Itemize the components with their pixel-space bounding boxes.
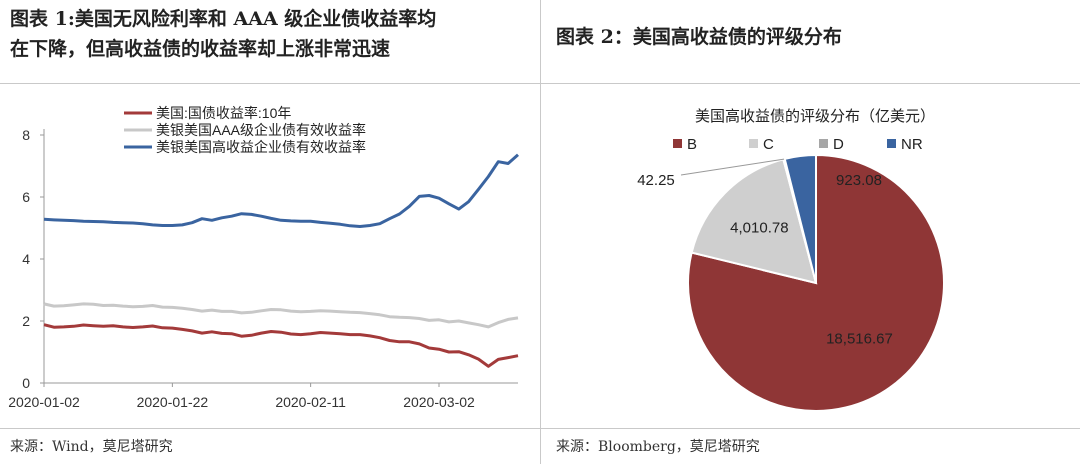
pie-chart-labels: 18,516.67 4,010.78 42.25 923.08: [637, 158, 893, 347]
x-tick-label: 2020-01-22: [137, 394, 209, 410]
chart1-title: 图表 1:美国无风险利率和 AAA 级企业债收益率均 在下降，但高收益债的收益率…: [10, 4, 535, 64]
panel-divider: [540, 0, 541, 464]
legend-swatch: [749, 139, 758, 148]
y-tick-label: 8: [22, 127, 30, 143]
header-rule: [0, 83, 1080, 84]
chart1-source: 来源：Wind，莫尼塔研究: [10, 439, 173, 455]
y-tick-label: 4: [22, 251, 30, 267]
x-tick-label: 2020-01-02: [8, 394, 80, 410]
pie-slice: [783, 153, 817, 284]
pie-chart-legend: B C D NR: [673, 136, 923, 153]
legend-swatch: [673, 139, 682, 148]
data-label: 18,516.67: [826, 330, 893, 347]
footer-rule: [0, 428, 1080, 429]
legend-label: B: [687, 136, 697, 153]
line-chart-series: [43, 153, 519, 368]
legend-label: 美银美国AAA级企业债有效收益率: [156, 122, 366, 138]
y-tick-label: 2: [22, 313, 30, 329]
pie-chart-title: 美国高收益债的评级分布（亿美元）: [695, 108, 935, 125]
legend-swatch: [887, 139, 896, 148]
data-label: 923.08: [836, 172, 882, 189]
y-tick-label: 0: [22, 375, 30, 391]
line-chart-axes: 0 2 4 6 8 2020-01-02 2020-01-22 2020-02-11 2020-…: [8, 127, 518, 410]
series-line: [43, 153, 519, 228]
chart1-title-line2: 在下降，但高收益债的收益率却上涨非常迅速: [10, 38, 391, 60]
line-chart-legend: 美国:国债收益率:10年美银美国AAA级企业债有效收益率美银美国高收益企业债有效…: [124, 105, 366, 155]
x-tick-label: 2020-02-11: [275, 394, 346, 410]
y-tick-label: 6: [22, 189, 30, 205]
legend-label: D: [833, 136, 844, 153]
data-label: 42.25: [637, 172, 675, 189]
line-chart: 0 2 4 6 8 2020-01-02 2020-01-22 2020-02-11 2020-…: [8, 105, 519, 410]
legend-label: C: [763, 136, 774, 153]
x-tick-label: 2020-03-02: [403, 394, 475, 410]
data-label: 4,010.78: [730, 219, 788, 236]
pie-chart-slices: [687, 153, 945, 412]
legend-label: NR: [901, 136, 923, 153]
pie-slice: [690, 158, 818, 285]
legend-label: 美国:国债收益率:10年: [156, 105, 291, 121]
chart1-title-line1: 图表 1:美国无风险利率和 AAA 级企业债收益率均: [10, 8, 437, 30]
series-line: [43, 302, 519, 329]
chart2-title: 图表 2：美国高收益债的评级分布: [556, 26, 842, 48]
series-line: [43, 323, 519, 368]
pie-chart: 美国高收益债的评级分布（亿美元） B C D NR 18,516.67 4,010.78…: [637, 108, 945, 412]
legend-label: 美银美国高收益企业债有效收益率: [156, 139, 366, 155]
chart2-source: 来源：Bloomberg，莫尼塔研究: [556, 439, 760, 455]
legend-swatch: [819, 139, 828, 148]
leader-line: [680, 158, 785, 176]
